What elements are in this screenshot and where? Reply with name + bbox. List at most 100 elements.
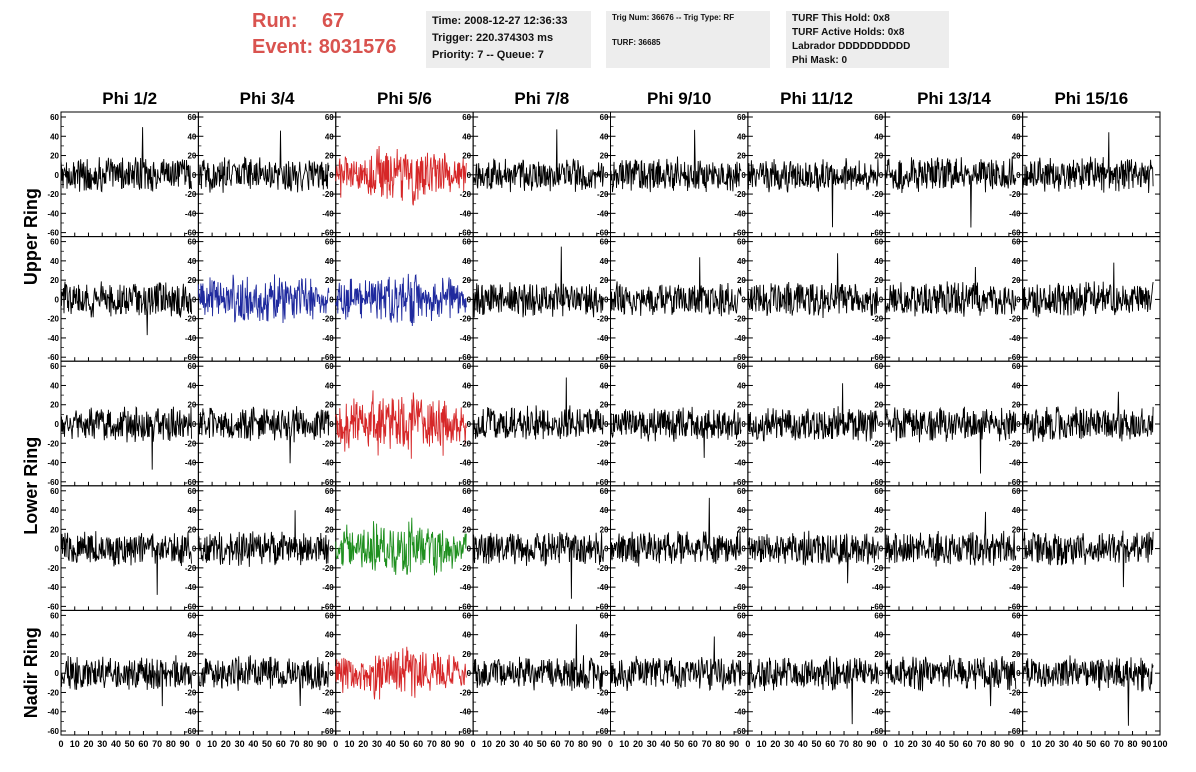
y-tick-label: 20 (1012, 401, 1021, 410)
y-tick-label: 0 (741, 420, 746, 429)
y-tick-label: 0 (467, 420, 472, 429)
waveform-trace (472, 532, 605, 599)
labrador-text: Labrador DDDDDDDDDD (792, 41, 911, 52)
x-tick-label: 70 (427, 739, 437, 749)
y-tick-label: -20 (322, 315, 334, 324)
y-tick-label: 40 (462, 506, 471, 515)
y-tick-label: -60 (47, 353, 59, 362)
y-tick-label: -20 (872, 564, 884, 573)
x-tick-label: 50 (537, 739, 547, 749)
waveform-trace (610, 257, 742, 317)
y-tick-label: -60 (185, 727, 197, 736)
y-tick-label: 60 (462, 487, 471, 496)
y-tick-label: -40 (47, 583, 59, 592)
y-tick-label: 20 (1012, 525, 1021, 534)
y-tick-label: -40 (185, 583, 197, 592)
y-tick-label: -20 (322, 688, 334, 697)
y-tick-label: 20 (874, 525, 883, 534)
y-tick-label: -60 (597, 353, 609, 362)
y-tick-label: -60 (597, 727, 609, 736)
y-tick-label: 60 (874, 487, 883, 496)
x-tick-label: 0 (745, 739, 750, 749)
x-tick-label: 70 (839, 739, 849, 749)
x-tick-label: 70 (564, 739, 574, 749)
y-tick-label: 0 (467, 669, 472, 678)
x-tick-label: 40 (111, 739, 121, 749)
y-tick-label: 0 (467, 295, 472, 304)
y-tick-label: 0 (1016, 420, 1021, 429)
waveform-trace (610, 497, 742, 567)
y-tick-label: -40 (597, 708, 609, 717)
x-tick-label: 70 (976, 739, 986, 749)
x-tick-label: 60 (413, 739, 423, 749)
y-tick-label: -20 (185, 564, 197, 573)
y-tick-label: 60 (600, 362, 609, 371)
x-tick-label: 40 (935, 739, 945, 749)
y-tick-label: 40 (462, 257, 471, 266)
y-tick-label: 60 (325, 362, 334, 371)
x-tick-label: 10 (482, 739, 492, 749)
y-tick-label: 0 (879, 420, 884, 429)
y-tick-label: 60 (737, 611, 746, 620)
y-tick-label: 60 (874, 238, 883, 247)
y-tick-label: -20 (597, 439, 609, 448)
y-tick-label: 60 (737, 238, 746, 247)
waveform-trace (472, 377, 605, 440)
y-tick-label: -40 (460, 583, 472, 592)
y-tick-label: 20 (462, 401, 471, 410)
y-tick-label: 40 (737, 381, 746, 390)
run-line: Run: 67 (252, 8, 397, 34)
y-tick-label: -40 (47, 708, 59, 717)
y-tick-label: 40 (462, 381, 471, 390)
y-tick-label: -40 (460, 334, 472, 343)
y-tick-label: -60 (322, 478, 334, 487)
y-tick-label: 60 (1012, 487, 1021, 496)
waveform-trace (884, 655, 1017, 707)
x-tick-label: 60 (688, 739, 698, 749)
y-tick-label: 20 (600, 525, 609, 534)
y-tick-label: 0 (604, 669, 609, 678)
y-tick-label: -40 (597, 459, 609, 468)
x-tick-label: 40 (798, 739, 808, 749)
y-tick-label: 60 (325, 238, 334, 247)
y-tick-label: 20 (874, 401, 883, 410)
y-tick-label: 0 (879, 545, 884, 554)
event-line: Event: 8031576 (252, 34, 397, 60)
y-tick-label: -20 (185, 190, 197, 199)
y-tick-label: -20 (734, 190, 746, 199)
y-tick-label: -20 (872, 190, 884, 199)
y-tick-label: -40 (872, 459, 884, 468)
y-tick-label: -60 (1009, 353, 1021, 362)
waveform-trace (197, 406, 330, 464)
y-tick-label: 40 (50, 381, 59, 390)
y-tick-label: -40 (872, 209, 884, 218)
y-tick-label: -40 (322, 583, 334, 592)
x-tick-label: 60 (825, 739, 835, 749)
y-tick-label: -60 (872, 727, 884, 736)
x-tick-label: 0 (1020, 739, 1025, 749)
y-tick-label: 0 (55, 295, 60, 304)
y-tick-label: -40 (460, 708, 472, 717)
y-tick-label: 40 (1012, 257, 1021, 266)
y-tick-label: 60 (187, 611, 196, 620)
waveform-trace (60, 531, 192, 595)
x-tick-label: 80 (166, 739, 176, 749)
y-tick-label: -60 (734, 727, 746, 736)
x-tick-label: 30 (509, 739, 519, 749)
y-tick-label: 20 (737, 276, 746, 285)
y-tick-label: -40 (1009, 209, 1021, 218)
x-tick-label: 50 (949, 739, 959, 749)
y-tick-label: 60 (325, 113, 334, 122)
waveform-trace (747, 530, 879, 584)
y-tick-label: 60 (50, 238, 59, 247)
y-tick-label: -60 (734, 602, 746, 611)
trigger-info-panel: Trig Num: 36676 -- Trig Type: RF TURF: 3… (606, 11, 770, 68)
y-tick-label: -60 (597, 229, 609, 238)
y-tick-label: 20 (50, 401, 59, 410)
y-tick-label: 0 (1016, 171, 1021, 180)
x-tick-label: 50 (262, 739, 272, 749)
x-tick-label: 30 (1059, 739, 1069, 749)
waveform-trace (747, 253, 879, 319)
waveform-trace (1022, 655, 1154, 726)
y-tick-label: -40 (872, 708, 884, 717)
